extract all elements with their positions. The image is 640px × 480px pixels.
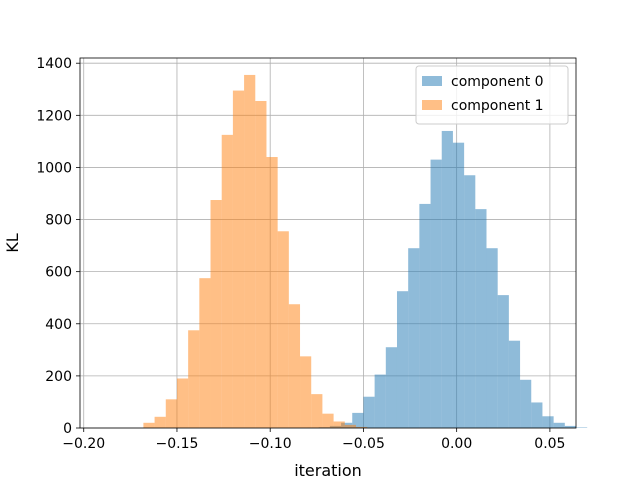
x-tick-label: −0.05 — [342, 436, 385, 452]
y-tick-label: 400 — [45, 317, 72, 333]
histogram-bar — [300, 356, 312, 428]
plot-frame — [79, 57, 577, 429]
histogram-bar — [464, 175, 476, 428]
histogram-bar — [576, 427, 588, 428]
histogram-bar — [143, 422, 155, 428]
histogram-bar — [419, 203, 431, 428]
histogram-bar — [165, 399, 177, 428]
histogram-bar — [244, 74, 256, 429]
histogram-bar — [531, 402, 543, 428]
histogram-bar — [154, 416, 166, 428]
x-tick-label: 0.05 — [534, 436, 565, 452]
y-tick-label: 800 — [45, 213, 72, 229]
histogram-bar — [188, 330, 200, 428]
histogram-bar — [210, 200, 222, 428]
y-tick-label: 200 — [45, 369, 72, 385]
histogram-bar — [520, 379, 532, 428]
legend-swatch — [422, 76, 442, 86]
histogram-bar — [486, 248, 498, 428]
histogram-bar — [363, 396, 375, 428]
histogram-bar — [266, 157, 278, 428]
histogram-bar — [311, 394, 323, 428]
histogram-bar — [430, 159, 442, 428]
histogram-bar — [452, 142, 465, 428]
y-tick-label: 1400 — [36, 56, 72, 72]
x-tick-label: 0.00 — [441, 436, 472, 452]
y-tick-label: 1000 — [36, 160, 72, 176]
histogram-bar — [355, 426, 368, 428]
histogram-bar — [497, 295, 509, 428]
histogram-bar — [199, 278, 211, 428]
legend-label: component 0 — [451, 74, 544, 90]
series-1-bars — [143, 74, 368, 429]
histogram-bar — [344, 424, 356, 428]
histogram-bar — [232, 90, 245, 428]
x-axis-ticks: −0.20 −0.15 −0.10 −0.05 0.00 0.05 — [62, 428, 565, 452]
histogram-bar — [385, 347, 397, 428]
y-axis-ticks: 0 200 400 600 800 1000 1200 1400 — [36, 56, 80, 437]
x-axis-label: iteration — [294, 461, 362, 480]
x-tick-label: −0.20 — [62, 436, 105, 452]
legend-label: component 1 — [451, 98, 544, 114]
histogram-bar — [441, 130, 453, 428]
y-tick-label: 600 — [45, 265, 72, 281]
histogram-bars — [143, 74, 588, 429]
histogram-bar — [374, 374, 386, 428]
histogram-bar — [564, 425, 576, 428]
histogram-bar — [288, 304, 301, 428]
histogram-bar — [396, 291, 409, 428]
histogram-bar — [475, 209, 487, 428]
histogram-bar — [553, 422, 565, 428]
histogram-bar — [352, 412, 364, 428]
x-tick-label: −0.15 — [156, 436, 199, 452]
histogram-bar — [277, 231, 289, 428]
x-tick-label: −0.10 — [249, 436, 292, 452]
histogram-bar — [322, 413, 334, 428]
y-tick-label: 1200 — [36, 108, 72, 124]
y-axis-label: KL — [3, 233, 22, 252]
histogram-bar — [542, 416, 554, 428]
histogram-bar — [333, 421, 345, 428]
histogram-bar — [508, 340, 521, 428]
legend-swatch — [422, 100, 442, 110]
histogram-bar — [255, 100, 267, 429]
histogram-bar — [408, 248, 420, 428]
series-0-bars — [307, 130, 588, 428]
legend: component 0 component 1 — [415, 65, 569, 125]
legend-box — [415, 65, 569, 125]
histogram-bar — [221, 134, 233, 428]
y-tick-label: 0 — [63, 421, 72, 437]
histogram-bar — [176, 378, 189, 428]
